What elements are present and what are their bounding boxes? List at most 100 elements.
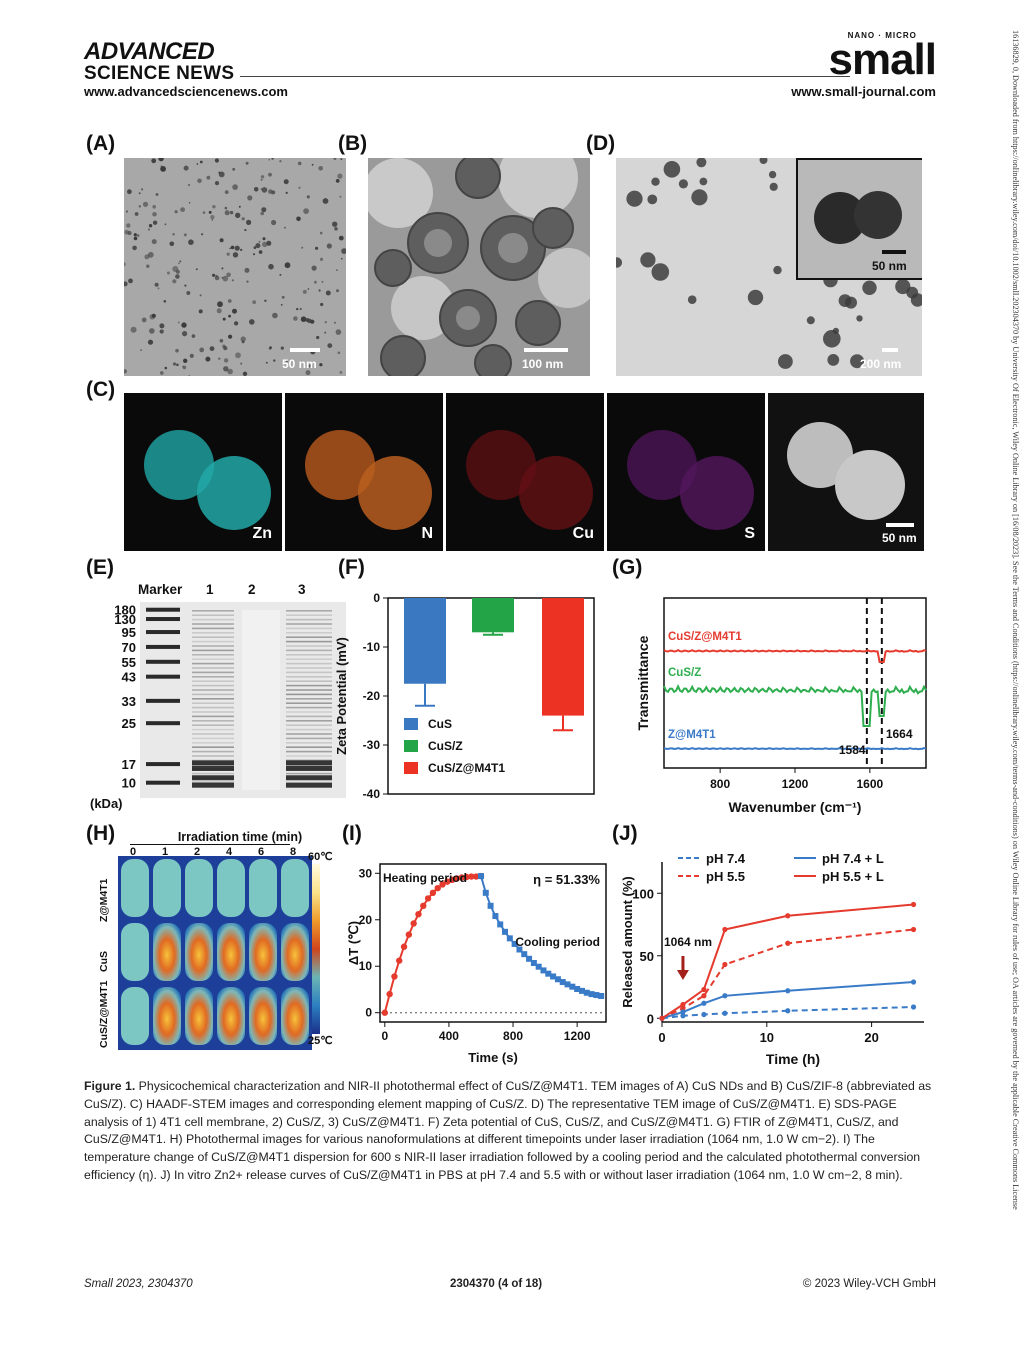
lane-band <box>192 750 234 753</box>
gel-header-lane3: 3 <box>298 582 306 597</box>
marker-band <box>146 780 180 785</box>
g-series-label: Z@M4T1 <box>668 729 716 741</box>
thermal-tube <box>249 923 277 981</box>
thermal-tube <box>153 859 181 917</box>
i-heating-point <box>410 920 417 927</box>
i-heating-line <box>383 875 482 1013</box>
lane-band <box>286 645 332 647</box>
g-series-2 <box>663 747 927 751</box>
i-cooling-point <box>482 889 489 896</box>
i-tick-label: 0 <box>381 1029 388 1043</box>
i-heating-point <box>429 889 437 897</box>
f-bar-1 <box>472 598 514 633</box>
g-tick-label: 1200 <box>782 777 809 791</box>
i-cooling-point <box>521 951 528 958</box>
lane-band <box>192 658 234 660</box>
i-annot-heating: Heating period <box>383 871 467 885</box>
i-heating-point <box>472 873 480 880</box>
lane-band <box>192 627 234 630</box>
panel-f-zeta-chart: 0 -10 -20 -30 -40 Zeta Potential (mV) CuS CuS/Z… <box>334 591 595 801</box>
gel-marker-label: 70 <box>122 640 136 655</box>
thermal-time-label: 2 <box>194 846 201 858</box>
g-series-1 <box>663 684 927 727</box>
lane-band <box>192 618 234 621</box>
panel-b-tem-image: 100 nm <box>368 158 590 376</box>
j-xlabel: Time (h) <box>766 1051 820 1067</box>
i-heating-point <box>396 957 403 964</box>
scale-a: 50 nm <box>282 357 317 371</box>
publisher-url[interactable]: www.advancedsciencenews.com <box>84 84 288 99</box>
thermal-tube <box>185 987 213 1045</box>
lane-band <box>192 772 234 775</box>
thermal-tube <box>185 859 213 917</box>
j-point <box>701 1011 707 1018</box>
i-heating-point <box>444 878 451 885</box>
thermal-tubes <box>118 856 312 1050</box>
i-ylabel-group: ΔT (℃) <box>346 921 361 965</box>
i-cooling-point <box>554 976 561 983</box>
journal-url[interactable]: www.small-journal.com <box>791 84 936 99</box>
j-series-0 <box>661 1006 914 1020</box>
marker-band <box>146 644 180 649</box>
lane-band <box>286 746 332 748</box>
scale-c: 50 nm <box>882 531 917 545</box>
g-ylabel-group: Transmittance <box>635 635 651 730</box>
j-point <box>722 993 728 999</box>
gel-header-lane1: 1 <box>206 582 214 597</box>
lane-band <box>286 737 332 740</box>
lane-band <box>286 706 332 709</box>
i-tick-label: 0 <box>365 1006 372 1020</box>
i-cooling-point <box>477 873 484 880</box>
gel-marker-label: 55 <box>122 655 136 670</box>
f-bar-0 <box>404 598 446 684</box>
lane-band <box>192 746 234 748</box>
thermal-tube <box>121 859 149 917</box>
i-cooling-point <box>545 970 552 977</box>
lane-band <box>192 720 234 722</box>
lane-band <box>286 654 332 656</box>
j-tick-label: 20 <box>864 1030 878 1045</box>
i-cooling-point <box>598 992 605 999</box>
i-tick-label: 1200 <box>564 1029 591 1043</box>
i-cooling-point <box>569 983 576 990</box>
j-point <box>680 1001 686 1008</box>
lane-band <box>286 750 332 753</box>
thermal-row-label-2: CuS <box>98 951 110 972</box>
i-cooling-point <box>540 967 547 974</box>
i-cooling-point <box>506 935 513 942</box>
journal-tag: NANO · MICRO <box>847 31 917 40</box>
panel-b-label: (B) <box>338 132 368 155</box>
lane-band <box>192 610 234 612</box>
j-point <box>910 1004 917 1010</box>
lane-band <box>286 658 332 660</box>
tem-particles-a <box>124 158 346 376</box>
i-heating-point <box>420 902 427 910</box>
lane-band <box>286 724 332 726</box>
lane-band <box>192 689 234 691</box>
lane-band <box>192 671 234 674</box>
panel-c-element-maps: Zn N Cu S 50 nm <box>124 393 924 551</box>
g-annot-1584: 1584 <box>839 743 866 757</box>
lane-band <box>192 667 234 669</box>
scale-b: 100 nm <box>522 357 564 371</box>
marker-band <box>146 762 180 767</box>
lane-band <box>286 662 332 665</box>
map-n: N <box>285 393 443 551</box>
caption-text: Physicochemical characterization and NIR… <box>84 1079 932 1183</box>
footer-page: 2304370 (4 of 18) <box>450 1278 543 1290</box>
lane-band <box>286 781 332 784</box>
lane-band <box>286 671 332 674</box>
thermal-colorbar <box>312 864 320 1034</box>
j-point <box>701 986 707 993</box>
footer-citation: Small 2023, 2304370 <box>84 1278 193 1290</box>
figure-caption: Figure 1. Physicochemical characterizati… <box>84 1078 940 1185</box>
j-point <box>910 926 917 933</box>
j-point <box>785 1008 791 1014</box>
lane-band <box>192 640 234 643</box>
panel-g-label: (G) <box>612 556 643 579</box>
marker-band <box>146 659 180 664</box>
g-series-0 <box>663 648 927 663</box>
panel-f-label: (F) <box>338 556 365 579</box>
thermal-tube <box>217 923 245 981</box>
